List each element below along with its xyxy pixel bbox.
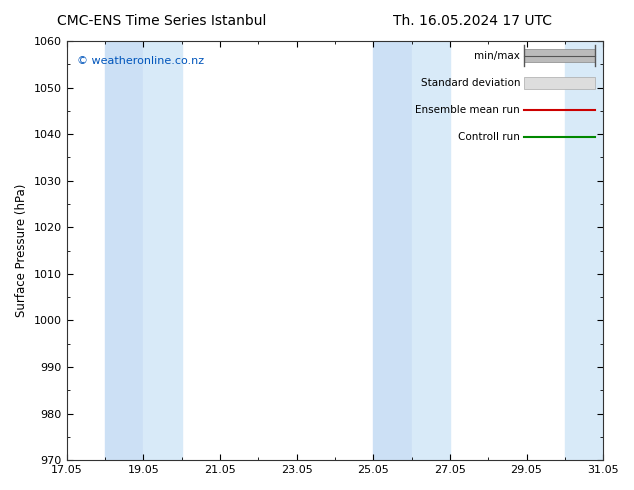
Bar (524, 49, 595, 62)
Text: min/max: min/max (474, 51, 520, 61)
Text: CMC-ENS Time Series Istanbul: CMC-ENS Time Series Istanbul (57, 14, 266, 28)
Y-axis label: Surface Pressure (hPa): Surface Pressure (hPa) (15, 184, 28, 318)
Bar (411, 41, 450, 460)
Bar (373, 41, 411, 460)
Text: Th. 16.05.2024 17 UTC: Th. 16.05.2024 17 UTC (393, 14, 552, 28)
Bar (565, 41, 603, 460)
Text: Ensemble mean run: Ensemble mean run (415, 105, 520, 115)
Bar (105, 41, 143, 460)
Bar (524, 76, 595, 89)
Text: Controll run: Controll run (458, 132, 520, 143)
Text: Standard deviation: Standard deviation (420, 78, 520, 88)
Bar (143, 41, 181, 460)
Text: © weatheronline.co.nz: © weatheronline.co.nz (77, 56, 204, 66)
